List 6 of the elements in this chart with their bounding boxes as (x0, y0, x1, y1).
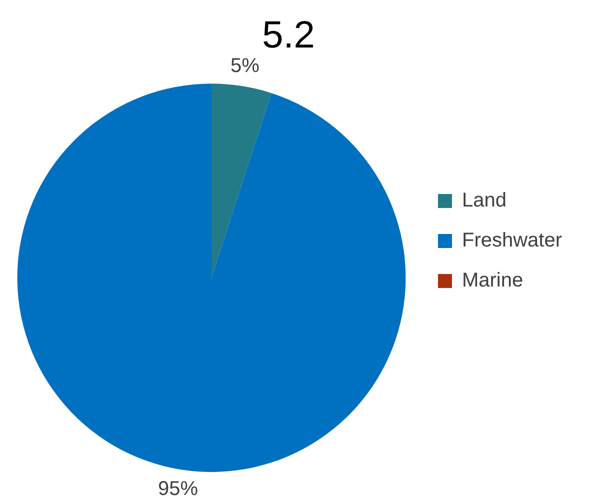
data-label: 5% (230, 54, 260, 77)
chart-title: 5.2 (262, 14, 315, 56)
legend-label: Freshwater (462, 230, 562, 252)
legend-label: Marine (462, 270, 524, 292)
legend-label: Land (462, 190, 506, 212)
data-label: 95% (158, 478, 198, 500)
